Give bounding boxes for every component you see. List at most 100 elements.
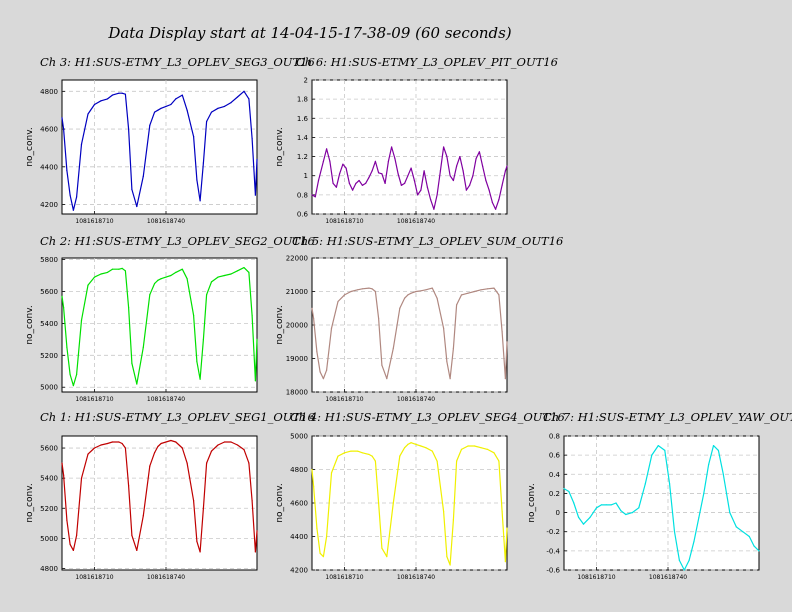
x-tick-label: 1081618710 <box>577 574 615 581</box>
data-point <box>165 276 167 278</box>
data-point <box>256 530 258 532</box>
data-point <box>368 287 370 289</box>
data-point <box>106 98 109 100</box>
data-point <box>397 173 399 175</box>
y-tick-label: 5600 <box>40 445 58 453</box>
x-tick-label: 1081618740 <box>147 396 185 403</box>
data-point <box>430 199 432 201</box>
data-point <box>69 194 71 196</box>
plot-area <box>311 79 508 215</box>
data-point <box>506 165 508 167</box>
data-point <box>469 184 471 186</box>
data-point <box>452 347 454 349</box>
data-point <box>181 94 183 96</box>
data-point <box>426 186 428 188</box>
data-point <box>673 531 676 533</box>
data-point <box>504 378 506 380</box>
data-point <box>93 447 96 449</box>
data-point <box>472 175 474 177</box>
data-point <box>493 452 495 454</box>
data-point <box>425 289 427 291</box>
data-point <box>410 292 412 294</box>
x-tick-label: 1081618710 <box>75 396 113 403</box>
data-point <box>381 547 383 549</box>
data-point <box>374 460 376 462</box>
data-point <box>482 165 484 167</box>
data-point <box>703 492 705 494</box>
data-point <box>748 535 750 538</box>
data-point <box>394 157 396 160</box>
data-point <box>620 510 622 512</box>
data-point <box>311 194 313 196</box>
x-tick-label: 1081618710 <box>75 218 113 225</box>
data-point <box>118 268 120 270</box>
data-point <box>610 504 612 506</box>
y-tick-label: 0.2 <box>549 490 560 498</box>
data-point <box>501 331 503 333</box>
data-point <box>473 445 476 447</box>
data-point <box>371 455 373 457</box>
data-point <box>456 304 458 306</box>
data-point <box>154 452 156 454</box>
chart-title-ch3: Ch 3: H1:SUS-ETMY_L3_OPLEV_SEG3_OUT16 <box>40 55 315 69</box>
data-point <box>644 483 646 485</box>
data-point <box>160 442 162 445</box>
data-point <box>128 128 130 130</box>
data-point <box>374 160 376 162</box>
chart-ch4: 4200 4400 4600 4800 5000 1081618710 1081618740… <box>275 433 508 581</box>
y-tick-label: 0.8 <box>549 433 560 441</box>
x-tick-label: 1081618740 <box>397 218 435 225</box>
data-point <box>121 442 123 445</box>
data-point <box>431 450 433 452</box>
data-point <box>404 447 406 449</box>
data-point <box>683 569 685 571</box>
data-point <box>478 151 480 153</box>
y-tick-label: 0 <box>556 509 560 517</box>
data-point <box>313 485 315 487</box>
data-point <box>651 454 653 456</box>
data-point <box>186 462 188 464</box>
data-point <box>111 94 113 96</box>
data-point <box>236 444 239 446</box>
data-point <box>128 306 130 309</box>
y-tick-label: 1.2 <box>297 153 308 161</box>
data-point <box>625 513 627 516</box>
data-point <box>313 317 315 319</box>
data-point <box>392 347 394 349</box>
data-point <box>742 531 744 533</box>
data-point <box>423 170 425 172</box>
data-point <box>149 124 151 126</box>
data-point <box>76 196 78 198</box>
data-point <box>578 516 580 518</box>
data-point <box>498 199 500 201</box>
data-point <box>157 109 159 111</box>
data-point <box>66 519 68 521</box>
data-point <box>80 319 83 321</box>
data-point <box>475 157 477 160</box>
y-tick-label: 4200 <box>40 201 58 209</box>
data-point <box>217 107 219 109</box>
data-point <box>124 447 126 449</box>
data-point <box>93 276 96 278</box>
data-point <box>506 527 508 529</box>
data-point <box>467 292 469 294</box>
data-point <box>193 136 195 138</box>
x-tick-label: 1081618710 <box>325 396 363 403</box>
data-point <box>72 209 74 211</box>
chart-title-ch5: Ch 5: H1:SUS-ETMY_L3_OPLEV_SUM_OUT16 <box>292 234 564 248</box>
data-point <box>210 450 213 452</box>
data-point <box>664 449 666 451</box>
data-point <box>615 502 617 504</box>
data-point <box>319 552 321 554</box>
data-point <box>358 179 360 182</box>
chart-ch3: 4200 4400 4600 4800 1081618710 1081618740 no_c… <box>25 79 258 225</box>
data-point <box>80 143 83 145</box>
data-point <box>378 172 380 174</box>
y-tick-label: 1 <box>304 172 308 180</box>
data-point <box>66 346 68 348</box>
data-point <box>460 448 463 450</box>
data-point <box>69 543 71 545</box>
y-tick-label: 4600 <box>40 126 58 134</box>
data-point <box>712 445 715 447</box>
data-point <box>136 205 138 208</box>
